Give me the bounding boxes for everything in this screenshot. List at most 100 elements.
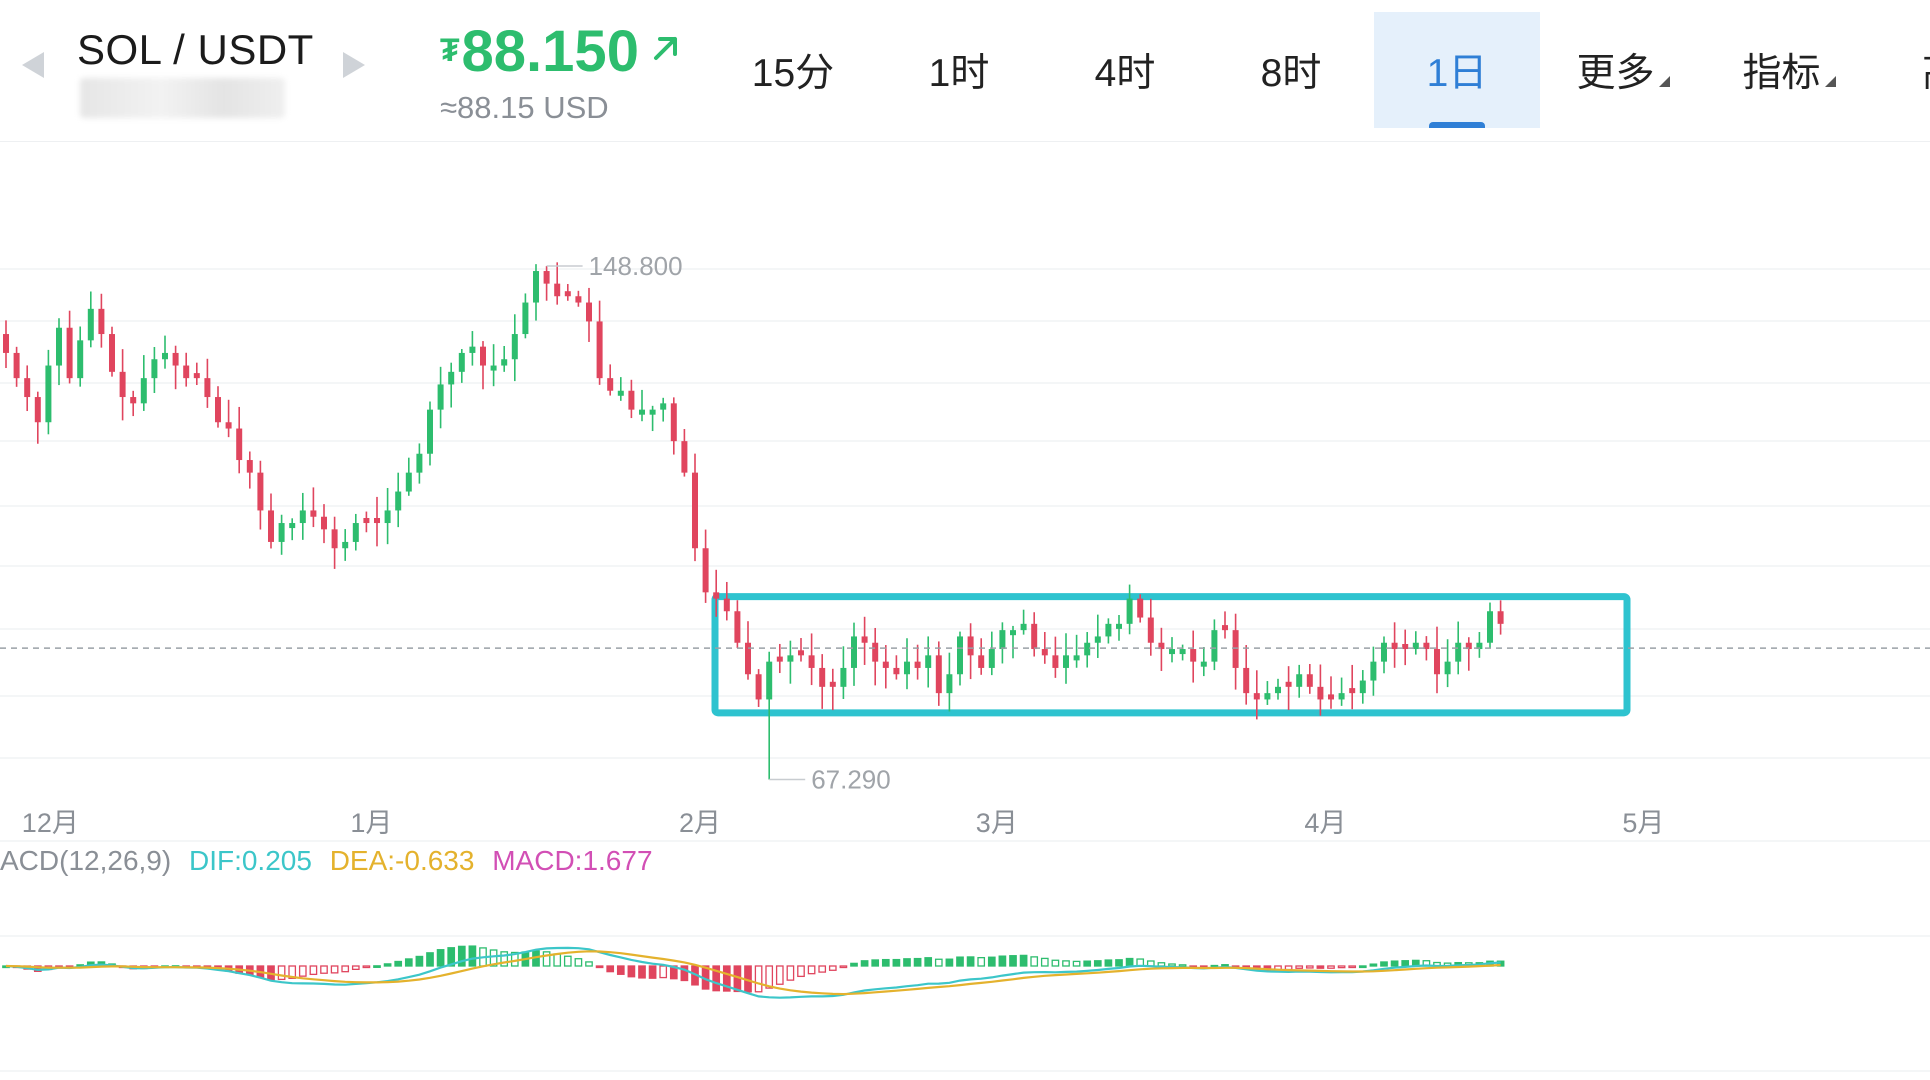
chart-grid <box>0 268 1930 1072</box>
tab-4h[interactable]: 4时 <box>1042 12 1208 128</box>
previous-pair-arrow-icon[interactable] <box>22 52 44 78</box>
macd-bar <box>510 951 519 967</box>
candle <box>1476 632 1483 658</box>
candle-body <box>681 441 688 473</box>
tab-8h[interactable]: 8时 <box>1208 12 1374 128</box>
tab-15m[interactable]: 15分 <box>710 12 876 128</box>
candle-body <box>1105 623 1112 637</box>
candle-body <box>787 655 794 662</box>
candle-body <box>967 636 974 656</box>
candle-body <box>172 352 179 366</box>
candle <box>246 451 253 489</box>
candle-body <box>342 541 349 549</box>
candle-body <box>522 302 529 335</box>
candle <box>1137 594 1144 623</box>
candle-body <box>1349 688 1356 694</box>
macd-bar <box>1390 960 1399 967</box>
candle <box>628 379 635 419</box>
candle <box>1306 663 1313 694</box>
macd-bar <box>341 965 350 973</box>
macd-bar <box>415 955 424 967</box>
candle <box>745 621 751 680</box>
candle-body <box>458 352 465 372</box>
candle <box>798 638 804 662</box>
candle <box>321 504 327 544</box>
candle <box>45 349 52 435</box>
macd-bar <box>595 965 604 969</box>
candle-body <box>808 655 815 668</box>
macd-bar <box>998 955 1007 967</box>
macd-bar <box>1348 965 1357 969</box>
tab-label: 指标 <box>1742 52 1821 95</box>
macd-bar <box>574 958 583 967</box>
candle <box>1052 636 1059 678</box>
candle <box>1264 681 1271 705</box>
candle-body <box>1359 680 1366 694</box>
candle <box>352 513 359 551</box>
candle-body <box>533 271 539 303</box>
macd-bar <box>489 949 498 967</box>
macd-bar <box>1125 957 1134 967</box>
macd-bar <box>956 956 964 967</box>
candle-body <box>1455 642 1462 662</box>
candle <box>1179 644 1186 661</box>
candle <box>416 443 423 484</box>
tab-1h[interactable]: 1时 <box>876 12 1042 128</box>
candle-body <box>1222 625 1228 631</box>
tab-more[interactable]: 更多 <box>1540 12 1706 128</box>
candle <box>1116 615 1122 641</box>
macd-bar <box>966 956 975 967</box>
candle <box>1423 636 1430 661</box>
tab-1d[interactable]: 1日 <box>1374 12 1540 128</box>
candle <box>1031 612 1038 657</box>
macd-bar <box>722 965 731 992</box>
tab-label: 高 <box>1922 42 1930 98</box>
candle-body <box>1402 644 1409 650</box>
tab-cut[interactable]: 高 <box>1872 12 1930 128</box>
candle <box>299 492 306 540</box>
candle-body <box>151 359 158 379</box>
candle <box>1211 619 1218 671</box>
candle-body <box>56 327 62 366</box>
macd-bar <box>648 965 657 979</box>
candle <box>1370 646 1377 696</box>
candle-body <box>1497 611 1504 624</box>
macd-bar <box>542 951 551 967</box>
candle-body <box>66 327 73 379</box>
candle-body <box>829 681 836 687</box>
candle-body <box>331 529 338 549</box>
dea-line <box>5 950 1501 996</box>
candle <box>734 600 741 649</box>
candle-body <box>289 523 296 529</box>
macd-bar <box>426 952 434 967</box>
candle-body <box>1465 642 1472 650</box>
candle <box>1094 614 1101 658</box>
candle <box>808 633 815 686</box>
candle <box>1381 636 1387 674</box>
tab-indicators[interactable]: 指标 <box>1706 12 1872 128</box>
macd-bar <box>1369 963 1378 967</box>
macd-bar <box>659 965 668 979</box>
candle-body <box>840 667 847 687</box>
price-chart[interactable]: 148.800 67.290 12月 1月 2月 3月 4月 5月 ACD(12,26,9… <box>0 141 1930 1080</box>
candle <box>755 669 762 707</box>
candle <box>1200 647 1207 677</box>
macd-bar <box>1019 954 1028 967</box>
candle-body <box>1211 630 1218 662</box>
pair-title[interactable]: SOL / USDT <box>77 26 314 73</box>
candle <box>617 377 624 401</box>
x-tick-label: 2月 <box>679 808 721 838</box>
macd-bar <box>818 965 827 973</box>
candle-body <box>119 371 126 398</box>
candle <box>1465 637 1472 671</box>
macd-bar <box>616 965 625 975</box>
candle-body <box>490 365 497 371</box>
candlestick-series <box>3 262 1504 780</box>
candle-body <box>257 472 264 511</box>
macd-bar <box>351 965 360 970</box>
candle <box>342 529 349 561</box>
macd-bar <box>1337 965 1346 969</box>
next-pair-arrow-icon[interactable] <box>343 52 365 78</box>
candle-body <box>1487 611 1493 643</box>
candle <box>1169 637 1175 663</box>
